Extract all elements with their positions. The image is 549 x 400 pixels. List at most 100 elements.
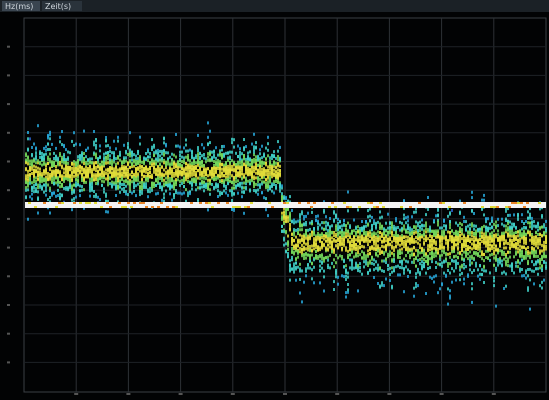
density-cell xyxy=(251,161,253,164)
density-cell xyxy=(195,173,197,177)
density-cell xyxy=(265,197,267,201)
density-cell xyxy=(399,239,401,242)
density-cell xyxy=(463,277,465,281)
density-cell xyxy=(463,262,465,266)
density-cell xyxy=(533,248,535,252)
density-cell xyxy=(391,234,393,237)
density-cell xyxy=(129,184,131,188)
density-cell xyxy=(513,244,515,248)
density-cell xyxy=(315,215,317,218)
density-cell xyxy=(401,233,403,237)
density-cell xyxy=(75,184,77,188)
density-cell xyxy=(197,199,199,203)
density-cell xyxy=(437,223,439,227)
density-cell xyxy=(63,179,65,183)
density-cell xyxy=(325,215,327,219)
density-cell xyxy=(191,173,193,177)
density-cell xyxy=(345,291,347,295)
density-cell xyxy=(275,186,277,190)
density-cell xyxy=(469,230,471,234)
density-cell xyxy=(377,236,379,240)
density-cell xyxy=(43,153,45,157)
density-cell xyxy=(221,148,223,152)
density-cell xyxy=(489,240,491,244)
density-cell xyxy=(313,237,315,241)
density-cell xyxy=(45,185,47,189)
density-cell xyxy=(101,176,103,180)
density-cell xyxy=(73,166,75,170)
density-cell xyxy=(481,257,483,261)
density-cell xyxy=(217,167,219,170)
density-cell xyxy=(431,246,433,250)
density-cell xyxy=(135,184,137,188)
density-cell xyxy=(395,226,397,230)
density-cell xyxy=(37,190,39,194)
density-cell xyxy=(359,235,361,239)
tab-label[interactable]: Hz(ms) xyxy=(5,2,33,11)
density-cell xyxy=(431,243,433,247)
density-cell xyxy=(377,230,379,234)
density-cell xyxy=(141,165,143,168)
density-cell xyxy=(215,146,217,150)
density-cell xyxy=(541,280,543,284)
density-cell xyxy=(505,263,507,267)
density-cell xyxy=(367,270,369,274)
density-cell xyxy=(217,161,219,165)
density-cell xyxy=(37,124,39,128)
density-cell xyxy=(63,186,65,190)
density-cell xyxy=(229,189,231,193)
density-cell xyxy=(435,214,437,218)
density-cell xyxy=(263,175,265,179)
tab-label[interactable]: Zeit(s) xyxy=(45,2,71,11)
density-cell xyxy=(45,145,47,149)
density-cell xyxy=(129,160,131,164)
density-cell xyxy=(79,184,81,188)
density-cell xyxy=(533,235,535,239)
density-cell xyxy=(423,249,425,253)
density-cell xyxy=(467,247,469,251)
density-cell xyxy=(385,243,387,247)
density-cell xyxy=(95,176,97,180)
density-cell xyxy=(447,269,449,272)
density-cell xyxy=(25,158,27,162)
density-cell xyxy=(341,234,343,238)
density-cell xyxy=(377,268,379,272)
density-cell xyxy=(307,246,309,250)
density-cell xyxy=(417,250,419,254)
density-cell xyxy=(391,284,393,288)
density-cell xyxy=(41,176,43,180)
density-cell xyxy=(53,191,55,195)
density-cell xyxy=(229,176,231,180)
density-cell xyxy=(385,249,387,253)
density-cell xyxy=(347,221,349,225)
density-cell xyxy=(391,270,393,274)
density-cell xyxy=(267,180,269,184)
density-cell xyxy=(477,245,479,249)
density-cell xyxy=(31,146,33,149)
density-cell xyxy=(417,258,419,262)
density-cell xyxy=(65,169,67,173)
density-cell xyxy=(113,167,115,171)
density-cell xyxy=(125,159,127,163)
density-cell xyxy=(485,230,487,234)
density-cell xyxy=(327,247,329,251)
density-cell xyxy=(403,206,405,210)
density-cell xyxy=(495,254,497,258)
density-cell xyxy=(99,176,101,180)
density-cell xyxy=(471,196,473,200)
tab[interactable] xyxy=(42,1,82,11)
density-cell xyxy=(291,237,293,240)
density-cell xyxy=(331,243,333,247)
density-cell xyxy=(401,229,403,233)
density-cell xyxy=(47,142,49,146)
tab[interactable] xyxy=(2,1,40,11)
density-cell xyxy=(93,130,95,133)
density-cell xyxy=(25,161,27,165)
density-cell xyxy=(239,161,241,164)
density-cell xyxy=(183,170,185,174)
density-cell xyxy=(401,221,403,225)
density-cell xyxy=(473,233,475,237)
density-cell xyxy=(435,235,437,239)
density-cell xyxy=(323,269,325,273)
density-cell xyxy=(343,236,345,240)
